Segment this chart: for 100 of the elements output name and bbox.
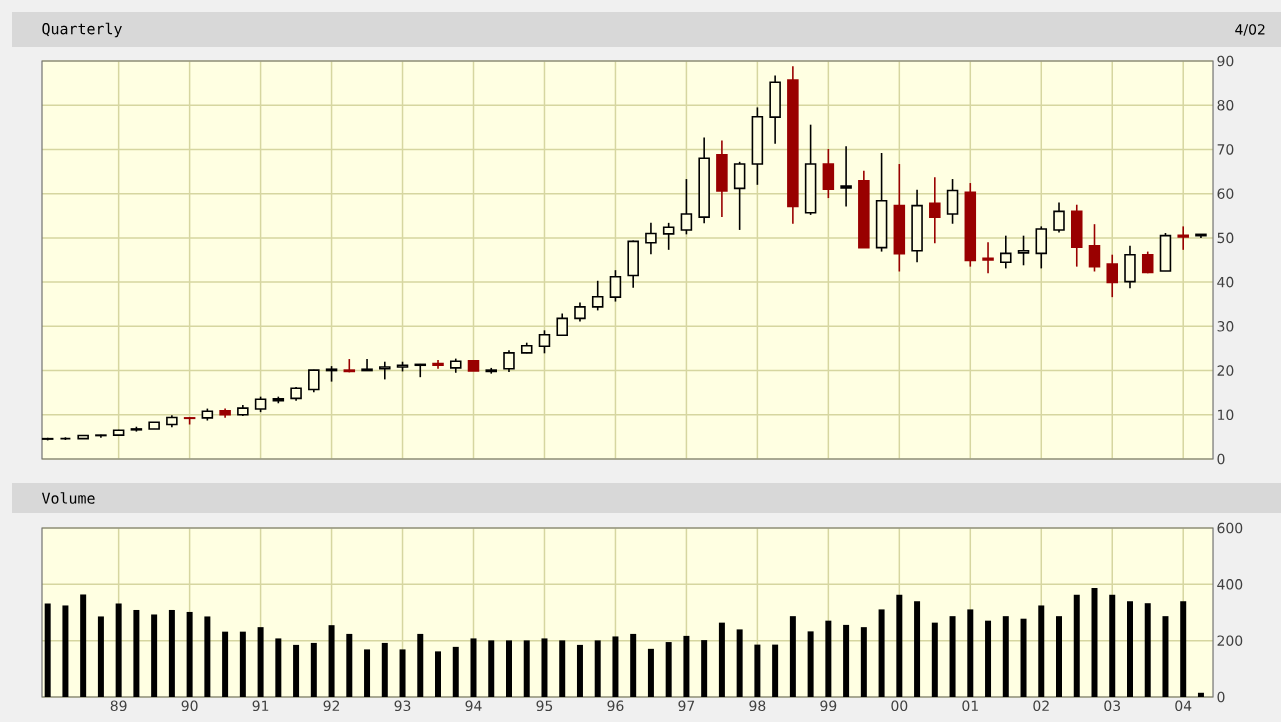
bar <box>1162 616 1169 697</box>
x-tick-label: 92 <box>323 700 340 712</box>
bar <box>825 620 832 697</box>
bar <box>807 631 814 697</box>
y-tick-label: 70 <box>1217 144 1234 155</box>
bar <box>1020 618 1027 697</box>
bar <box>559 640 566 697</box>
bar <box>115 603 122 697</box>
x-tick-label: 89 <box>110 700 127 712</box>
candlestick <box>591 279 604 312</box>
candlestick <box>1106 253 1119 298</box>
bar <box>399 649 406 697</box>
y-tick-label: 60 <box>1217 188 1234 199</box>
bar <box>488 640 495 697</box>
bar <box>967 609 974 697</box>
bar <box>239 631 246 697</box>
y-tick-label: 10 <box>1218 409 1234 421</box>
bar <box>168 609 175 697</box>
bar <box>417 633 424 697</box>
y-tick-label: 400 <box>1217 579 1243 590</box>
x-tick-label: 91 <box>252 700 269 712</box>
x-tick-label: 94 <box>465 700 482 712</box>
candlestick <box>361 358 373 372</box>
bar <box>878 609 885 697</box>
x-tick-label: 04 <box>1175 700 1192 712</box>
bar <box>1038 605 1045 697</box>
x-tick-label: 95 <box>536 700 553 712</box>
bar <box>701 640 708 697</box>
y-tick-label: 90 <box>1217 55 1234 67</box>
x-tick-label: 90 <box>181 700 198 712</box>
bar <box>896 594 903 697</box>
x-tick-label: 00 <box>891 700 908 712</box>
bar <box>80 594 87 697</box>
bar <box>843 624 850 697</box>
x-tick-label: 03 <box>1104 700 1120 712</box>
candlestick <box>609 269 622 303</box>
bar <box>754 644 761 697</box>
bar <box>310 642 317 697</box>
chart-title: Volume <box>41 492 95 504</box>
bar <box>914 601 921 697</box>
x-tick-label: 98 <box>749 700 766 712</box>
bar <box>860 627 867 697</box>
y-tick-label: 80 <box>1217 99 1234 111</box>
candlestick <box>1017 234 1030 267</box>
bar <box>647 648 654 697</box>
bar <box>789 616 796 697</box>
bar <box>1002 616 1009 697</box>
candlestick <box>840 145 852 208</box>
y-tick-label: 0 <box>1217 691 1225 703</box>
candlestick <box>680 178 693 236</box>
candlestick <box>556 312 568 337</box>
bar <box>1073 594 1080 697</box>
candlestick <box>1053 201 1065 234</box>
bar <box>523 640 530 697</box>
bar <box>505 640 512 697</box>
bar <box>1197 692 1204 697</box>
candlestick <box>1177 225 1189 251</box>
bar <box>1126 601 1133 697</box>
bar <box>435 651 442 697</box>
candlestick <box>662 222 675 251</box>
bar <box>381 642 388 697</box>
bar <box>133 609 140 697</box>
bar <box>612 636 619 697</box>
text: 4/02 <box>1235 24 1265 36</box>
bar <box>665 642 672 697</box>
x-tick-label: 01 <box>962 700 978 712</box>
candlestick <box>946 178 959 225</box>
bar <box>62 605 69 697</box>
bar <box>204 616 211 697</box>
bar <box>44 603 51 697</box>
candlestick <box>929 176 941 244</box>
bar <box>222 631 229 697</box>
bar <box>1180 601 1187 697</box>
candlestick <box>308 368 320 394</box>
x-tick-label: 99 <box>820 700 837 712</box>
y-tick-label: 200 <box>1217 635 1243 646</box>
candlestick <box>1088 223 1101 273</box>
candlestick <box>982 241 994 275</box>
bar <box>772 644 779 697</box>
bar <box>275 638 282 697</box>
bar <box>293 644 300 697</box>
bar <box>630 633 637 697</box>
bar <box>931 622 938 697</box>
bar <box>718 622 725 697</box>
bar <box>985 620 992 697</box>
y-tick-label: 50 <box>1217 232 1234 244</box>
x-tick-label: 02 <box>1033 700 1049 712</box>
y-tick-label: 40 <box>1217 276 1234 288</box>
bar <box>949 616 956 697</box>
bar <box>328 625 335 697</box>
bar <box>257 627 264 697</box>
bar <box>576 644 583 697</box>
candlestick <box>574 301 586 323</box>
candlestick <box>538 329 551 355</box>
x-tick-label: 93 <box>394 700 411 712</box>
bar <box>346 633 353 697</box>
y-tick-label: 20 <box>1217 365 1234 376</box>
bar <box>364 649 371 697</box>
bar <box>1056 616 1063 697</box>
bar <box>1144 603 1151 697</box>
